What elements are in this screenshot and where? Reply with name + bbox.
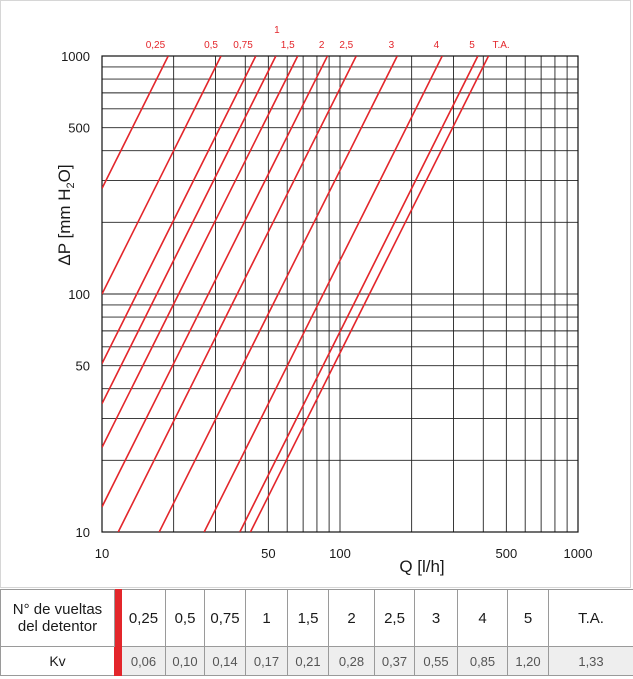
series-label: 0,25 (146, 40, 166, 51)
y-axis-label: ΔP [mm H2O] (55, 164, 77, 265)
kv-cell: 0,10 (165, 646, 205, 676)
kv-cell: 0,06 (121, 646, 166, 676)
turns-cell: 0,5 (165, 589, 205, 647)
turns-header: N° de vueltas del detentor (0, 589, 115, 647)
series-line-1 (102, 56, 277, 405)
x-axis-label: Q [l/h] (399, 557, 444, 576)
series-label: T.A. (492, 40, 509, 51)
series-line-4 (203, 56, 443, 532)
series-line-TA (249, 56, 490, 532)
series-label: 1,5 (281, 40, 295, 51)
turns-header-line2: del detentor (17, 618, 98, 635)
series-label: 0,5 (204, 40, 218, 51)
series-line-15 (102, 56, 299, 448)
series-line-3 (158, 56, 398, 532)
y-tick-label: 1000 (61, 49, 90, 64)
series-label: 2 (319, 40, 325, 51)
grid (101, 55, 579, 533)
series-label: 0,75 (233, 40, 253, 51)
series-line-2 (102, 56, 329, 508)
turns-cell: 4 (457, 589, 508, 647)
turns-cell: 1 (245, 589, 288, 647)
y-tick-label: 500 (68, 121, 90, 136)
series-label: 1 (274, 25, 280, 36)
kv-header: Kv (0, 646, 115, 676)
x-tick-label: 50 (261, 546, 275, 561)
series-line-25 (117, 56, 357, 532)
turns-cell: 0,25 (121, 589, 166, 647)
kv-cell: 1,33 (548, 646, 633, 676)
y-tick-label: 10 (76, 525, 90, 540)
chart-frame (0, 0, 631, 588)
series-label: 5 (469, 40, 475, 51)
turns-header-line1: N° de vueltas (12, 601, 103, 618)
series-label: 3 (389, 40, 395, 51)
y-tick-label: 50 (76, 359, 90, 374)
series-label: 4 (434, 40, 440, 51)
x-tick-label: 100 (329, 546, 351, 561)
x-tick-label: 1000 (564, 546, 593, 561)
series-lines (102, 56, 490, 532)
turns-cell: T.A. (548, 589, 633, 647)
turns-cell: 0,75 (204, 589, 246, 647)
series-line-075 (102, 56, 257, 364)
kv-table: N° de vueltas del detentor 0,25 0,5 0,75 1 1… (0, 589, 633, 676)
turns-cell: 1,5 (287, 589, 329, 647)
x-tick-labels: 10 50 100 500 1000 (95, 546, 593, 561)
kv-cell: 1,20 (507, 646, 549, 676)
kv-row: Kv 0,06 0,10 0,14 0,17 0,21 0,28 0,37 0,55 0,85 1… (0, 646, 633, 676)
turns-row: N° de vueltas del detentor 0,25 0,5 0,75 1 1… (0, 589, 633, 676)
kv-cell: 0,17 (245, 646, 288, 676)
red-marker-bar (114, 589, 122, 676)
series-line-025 (102, 56, 169, 189)
series-line-05 (102, 56, 222, 295)
kv-cell: 0,37 (374, 646, 415, 676)
turns-cell: 3 (414, 589, 458, 647)
turns-cell: 2,5 (374, 589, 415, 647)
y-tick-label: 100 (68, 287, 90, 302)
kv-cell: 0,55 (414, 646, 458, 676)
series-labels: 0,25 0,5 0,75 11,5 2 2,5 3 4 5 T.A. (146, 25, 510, 51)
series-label: 2,5 (339, 40, 353, 51)
x-tick-label: 500 (496, 546, 518, 561)
turns-cell: 2 (328, 589, 375, 647)
kv-cell: 0,28 (328, 646, 375, 676)
kv-cell: 0,21 (287, 646, 329, 676)
series-line-5 (239, 56, 479, 532)
kv-cell: 0,14 (204, 646, 246, 676)
y-tick-labels: 10 50 100 500 1000 (61, 49, 90, 540)
turns-cell: 5 (507, 589, 549, 647)
kv-cell: 0,85 (457, 646, 508, 676)
x-tick-label: 10 (95, 546, 109, 561)
